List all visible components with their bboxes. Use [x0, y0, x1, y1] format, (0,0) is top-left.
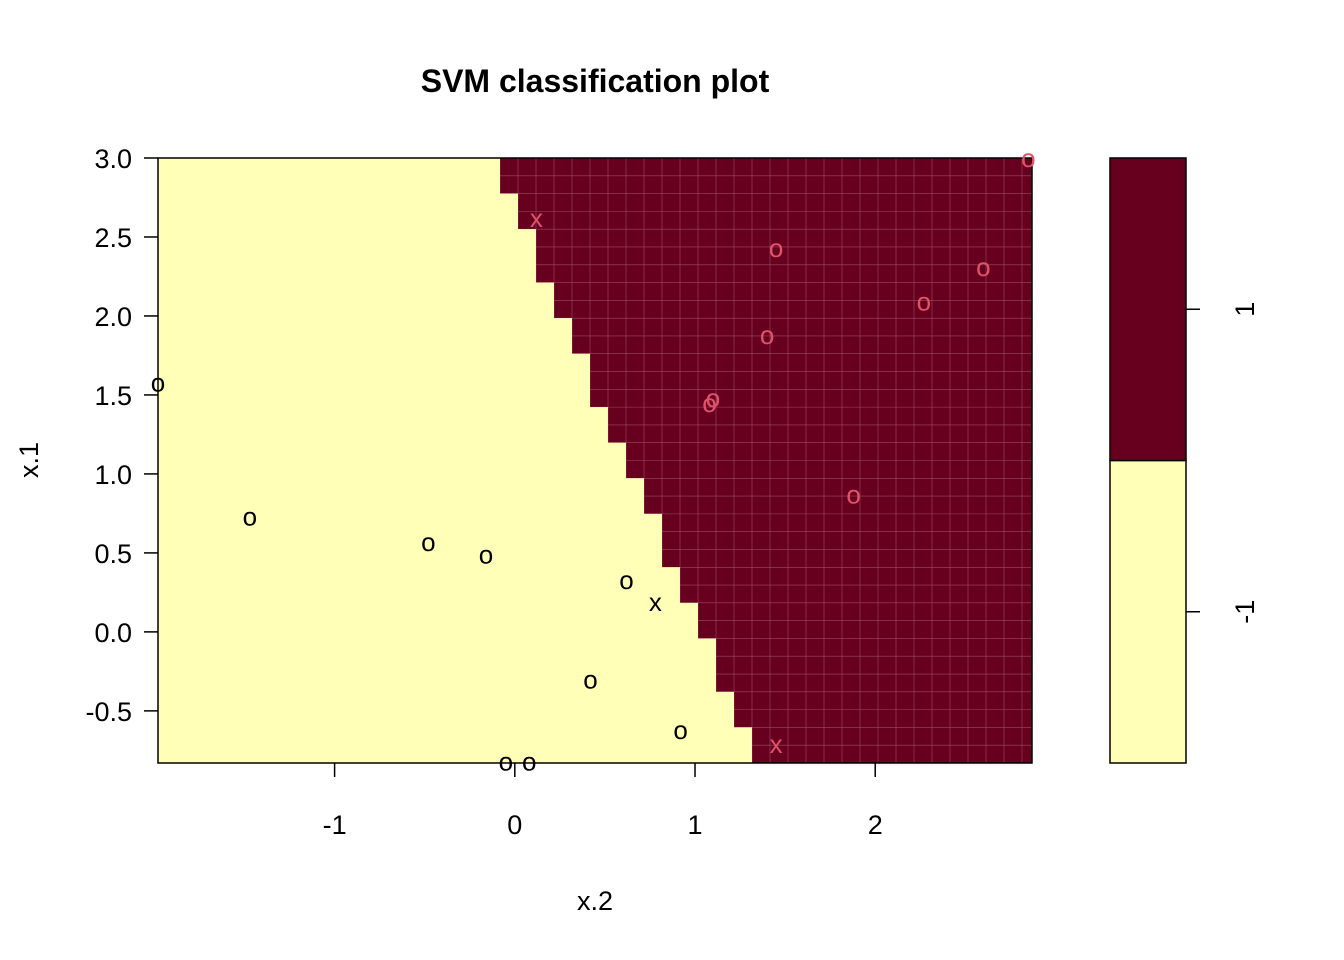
x-tick-label: 1: [687, 810, 702, 840]
data-point: o: [706, 383, 720, 413]
data-point: x: [649, 587, 662, 617]
y-tick-label: 1.0: [94, 460, 132, 490]
data-point: o: [583, 664, 597, 694]
data-point: o: [151, 367, 165, 397]
y-axis-title: x.1: [14, 442, 44, 478]
data-point: o: [1021, 143, 1035, 173]
legend-label: -1: [1230, 600, 1260, 624]
data-point: o: [499, 746, 513, 776]
y-tick-label: 3.0: [94, 144, 132, 174]
data-point: o: [976, 252, 990, 282]
y-tick-label: 0.0: [94, 618, 132, 648]
data-point: o: [917, 287, 931, 317]
plot-frame: [157, 157, 1033, 764]
data-point: o: [243, 502, 257, 532]
y-tick-label: 2.5: [94, 223, 132, 253]
x-axis-title: x.2: [577, 886, 613, 916]
data-point: o: [769, 233, 783, 263]
data-point: x: [770, 729, 783, 759]
chart-title: SVM classification plot: [421, 63, 770, 99]
data-point: o: [673, 715, 687, 745]
region-mask: [158, 158, 752, 763]
data-point: o: [846, 479, 860, 509]
legend-label: 1: [1230, 302, 1260, 317]
data-point: o: [421, 527, 435, 557]
color-legend: -1 1: [1109, 157, 1260, 764]
legend-swatch: [1109, 459, 1187, 764]
y-tick-label: 2.0: [94, 302, 132, 332]
y-tick-label: 0.5: [94, 539, 132, 569]
data-point: o: [522, 746, 536, 776]
data-point: o: [702, 388, 716, 418]
y-tick-label: -0.5: [85, 697, 132, 727]
x-tick-label: 0: [507, 810, 522, 840]
legend-swatch: [1109, 157, 1187, 462]
data-point: o: [479, 539, 493, 569]
x-tick-label: -1: [323, 810, 347, 840]
data-point: x: [530, 203, 543, 233]
data-point: o: [619, 565, 633, 595]
y-tick-label: 1.5: [94, 381, 132, 411]
x-tick-label: 2: [868, 810, 883, 840]
data-point: o: [760, 320, 774, 350]
